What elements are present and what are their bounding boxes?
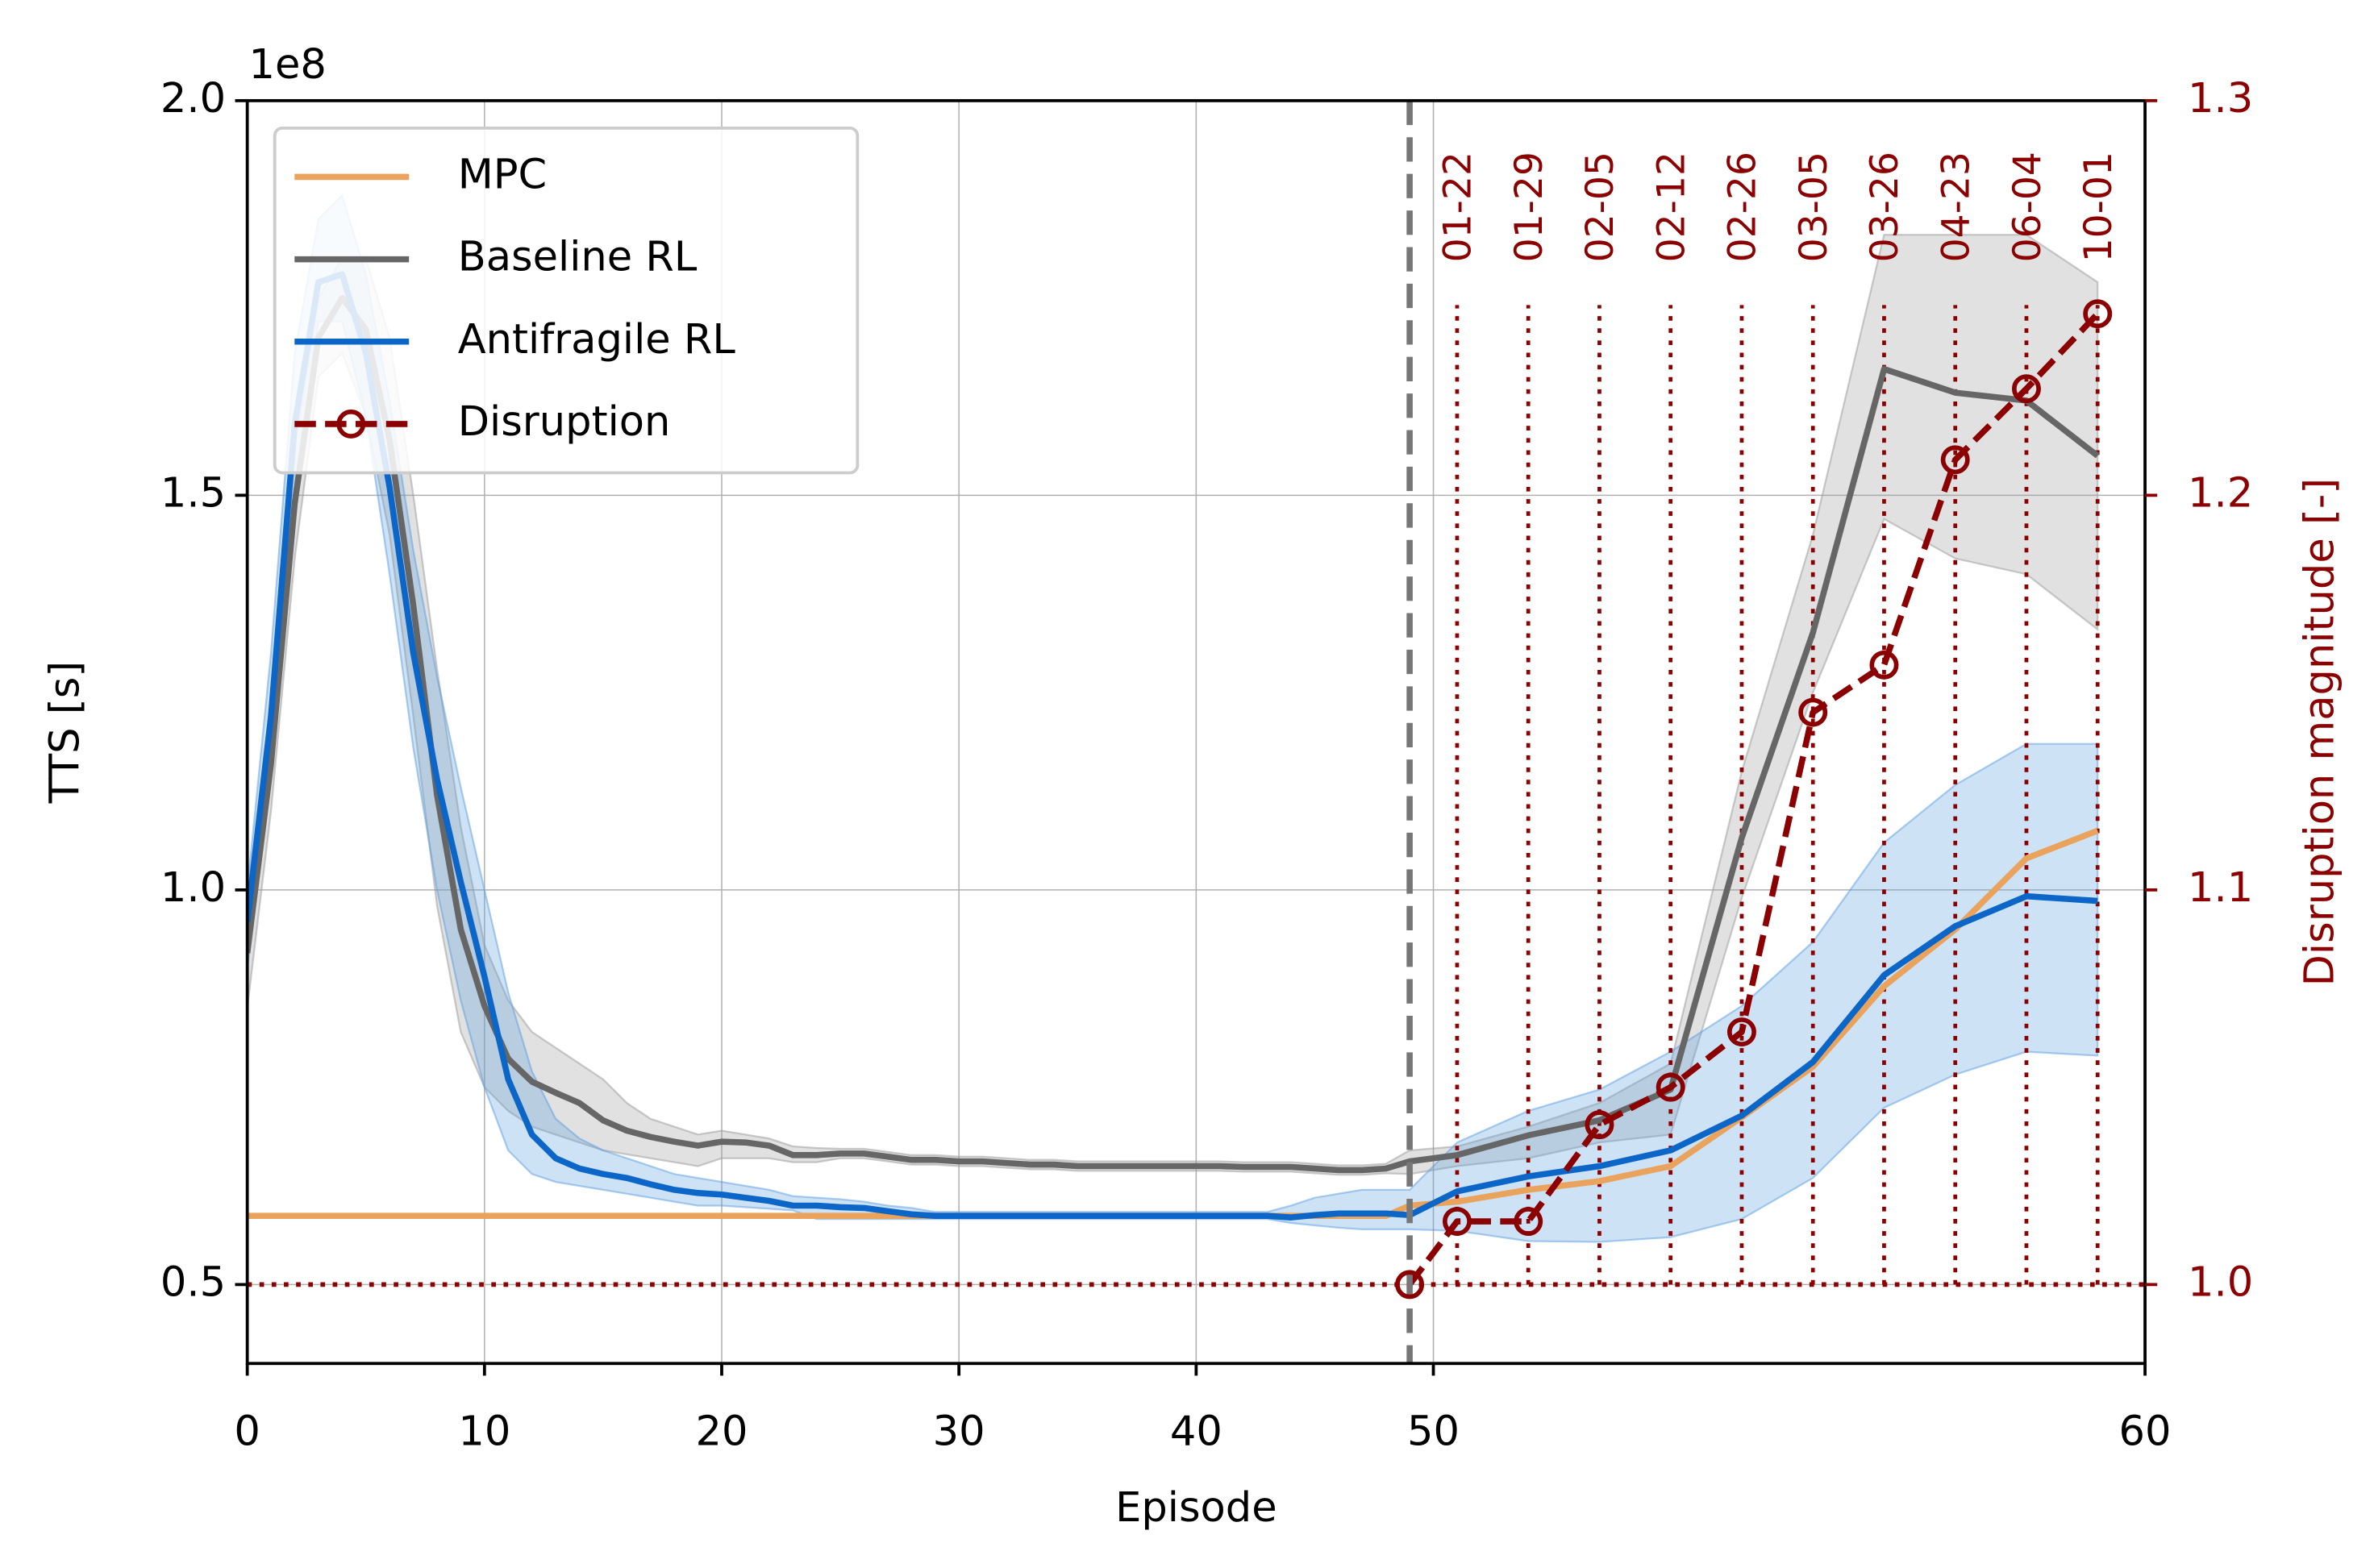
plot-area [247,100,2146,1364]
y-offset-label: 1e8 [249,41,327,89]
marker [2083,299,2113,329]
annotation-label: 04-23 [1935,152,1979,262]
x-tick-label: 60 [2119,1408,2172,1455]
legend-label: Baseline RL [458,234,698,281]
annotation-label: 06-04 [2005,152,2050,262]
annotation-label: 02-12 [1649,152,1693,262]
marker [1514,1207,1543,1237]
legend-label: MPC [458,151,548,198]
legend-marker [336,409,366,439]
x-tick-label: 20 [696,1408,748,1455]
marker [1869,650,1899,680]
series-line [247,294,2100,1174]
y-axis-label: TTS [s] [41,661,89,805]
annotation-label: 02-05 [1578,152,1622,262]
y-tick-label: 1.5 [160,469,226,517]
y2-axis-label: Disruption magnitude [-] [2297,478,2344,987]
series-line [1407,311,2100,1287]
annotation-label: 03-26 [1863,152,1907,262]
y-tick-label: 1.0 [160,864,226,912]
annotation-label: 01-29 [1507,152,1551,262]
legend-label: Antifragile RL [458,316,736,364]
x-tick-label: 40 [1170,1408,1222,1455]
annotation-label: 10-01 [2076,152,2121,262]
marker [2011,374,2041,404]
x-tick-label: 10 [458,1408,510,1455]
y2-tick-label: 1.0 [2188,1258,2253,1306]
x-tick-label: 0 [234,1408,260,1455]
marker [1395,1270,1425,1300]
marker [1442,1207,1472,1237]
x-tick-label: 30 [933,1408,985,1455]
y2-tick-label: 1.1 [2188,864,2253,912]
marker [1656,1072,1685,1102]
annotation-label: 03-05 [1792,152,1836,262]
annotation-label: 02-26 [1721,152,1765,262]
series-line [247,271,2098,1221]
y2-tick-label: 1.2 [2188,469,2253,517]
marker [1940,445,1970,475]
y-tick-label: 0.5 [160,1258,226,1306]
y-tick-label: 2.0 [160,75,226,123]
marker [1798,697,1828,727]
y2-tick-label: 1.3 [2188,75,2253,123]
marker [1585,1110,1614,1140]
annotation-label: 01-22 [1436,152,1481,262]
band [247,193,2099,1243]
band [247,234,2099,1176]
legend-label: Disruption [458,398,671,446]
x-tick-label: 50 [1407,1408,1460,1455]
marker [1726,1017,1756,1047]
x-axis-label: Episode [1115,1484,1277,1532]
legend-box [273,127,860,475]
